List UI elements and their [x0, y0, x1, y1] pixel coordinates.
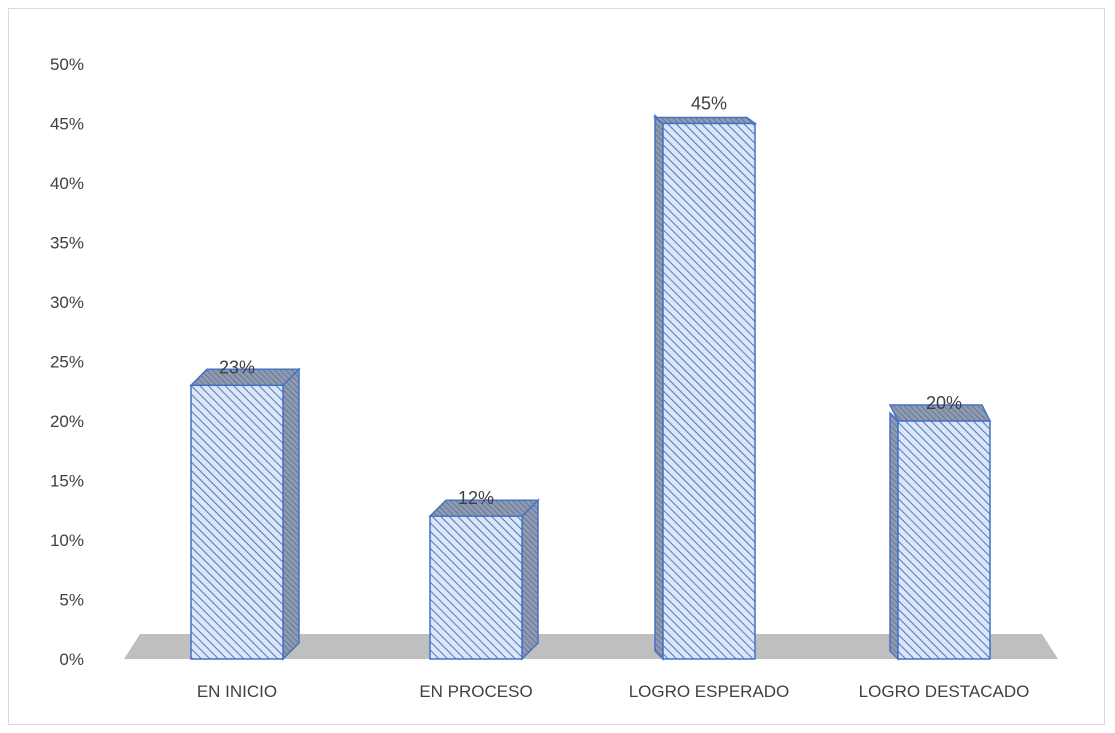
- data-label: 20%: [926, 393, 962, 413]
- y-tick-label: 45%: [50, 115, 84, 134]
- chart-frame: [8, 8, 1105, 725]
- bar-top: [652, 116, 758, 125]
- bar: [189, 367, 301, 661]
- x-tick-label: LOGRO DESTACADO: [859, 682, 1030, 701]
- bar-side: [282, 367, 300, 661]
- bar-front: [662, 122, 756, 660]
- bar-front: [190, 384, 284, 660]
- x-tick-label: EN PROCESO: [419, 682, 532, 701]
- y-tick-label: 30%: [50, 293, 84, 312]
- y-tick-label: 10%: [50, 531, 84, 550]
- bar-front: [429, 515, 523, 660]
- data-label: 23%: [219, 357, 255, 377]
- y-tick-label: 35%: [50, 234, 84, 253]
- y-tick-label: 15%: [50, 472, 84, 491]
- bar-side: [521, 498, 539, 661]
- bar: [652, 113, 758, 661]
- y-tick-label: 5%: [59, 591, 84, 610]
- bar-side: [889, 411, 899, 661]
- x-tick-label: LOGRO ESPERADO: [629, 682, 790, 701]
- y-tick-label: 0%: [59, 650, 84, 669]
- data-label: 45%: [691, 94, 727, 114]
- y-tick-label: 40%: [50, 174, 84, 193]
- bar: [428, 498, 540, 661]
- chart-floor: [124, 634, 1058, 659]
- data-label: 12%: [458, 488, 494, 508]
- bar-front: [897, 420, 991, 660]
- y-tick-label: 50%: [50, 55, 84, 74]
- bar-side: [654, 113, 664, 661]
- x-tick-label: EN INICIO: [197, 682, 277, 701]
- bar: [888, 404, 992, 661]
- y-tick-label: 20%: [50, 412, 84, 431]
- y-tick-label: 25%: [50, 353, 84, 372]
